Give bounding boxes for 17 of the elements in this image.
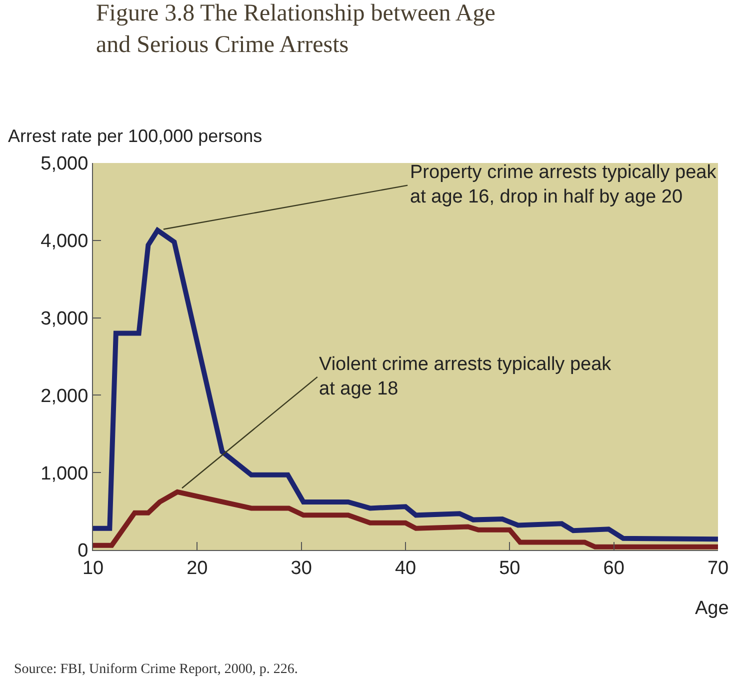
y-tick-label: 5,000: [40, 154, 88, 175]
x-tick-label: 70: [707, 558, 729, 579]
annotation: Violent crime arrests typically peak at age 18: [319, 354, 612, 400]
x-tick-label: 50: [499, 558, 520, 579]
y-tick-label: 1,000: [40, 463, 88, 484]
x-tick-label: 40: [394, 558, 416, 579]
x-tick-label: 60: [603, 558, 624, 579]
source-note: Source: FBI, Uniform Crime Report, 2000, p. 226.: [14, 662, 298, 677]
x-tick-label: 20: [186, 558, 208, 579]
chart-title: Figure 3.8 The Relationship between Age and Serious Crime Arrests: [96, 0, 496, 58]
x-axis-title: Age: [695, 598, 729, 619]
annotation: Property crime arrests typically peak at age 16, drop in half by age 20: [410, 162, 717, 208]
x-tick-label: 30: [290, 558, 312, 579]
y-axis-title: Arrest rate per 100,000 persons: [8, 126, 262, 146]
y-tick-label: 3,000: [40, 308, 88, 330]
y-tick-label: 4,000: [40, 231, 88, 252]
y-tick-label: 2,000: [40, 386, 88, 407]
